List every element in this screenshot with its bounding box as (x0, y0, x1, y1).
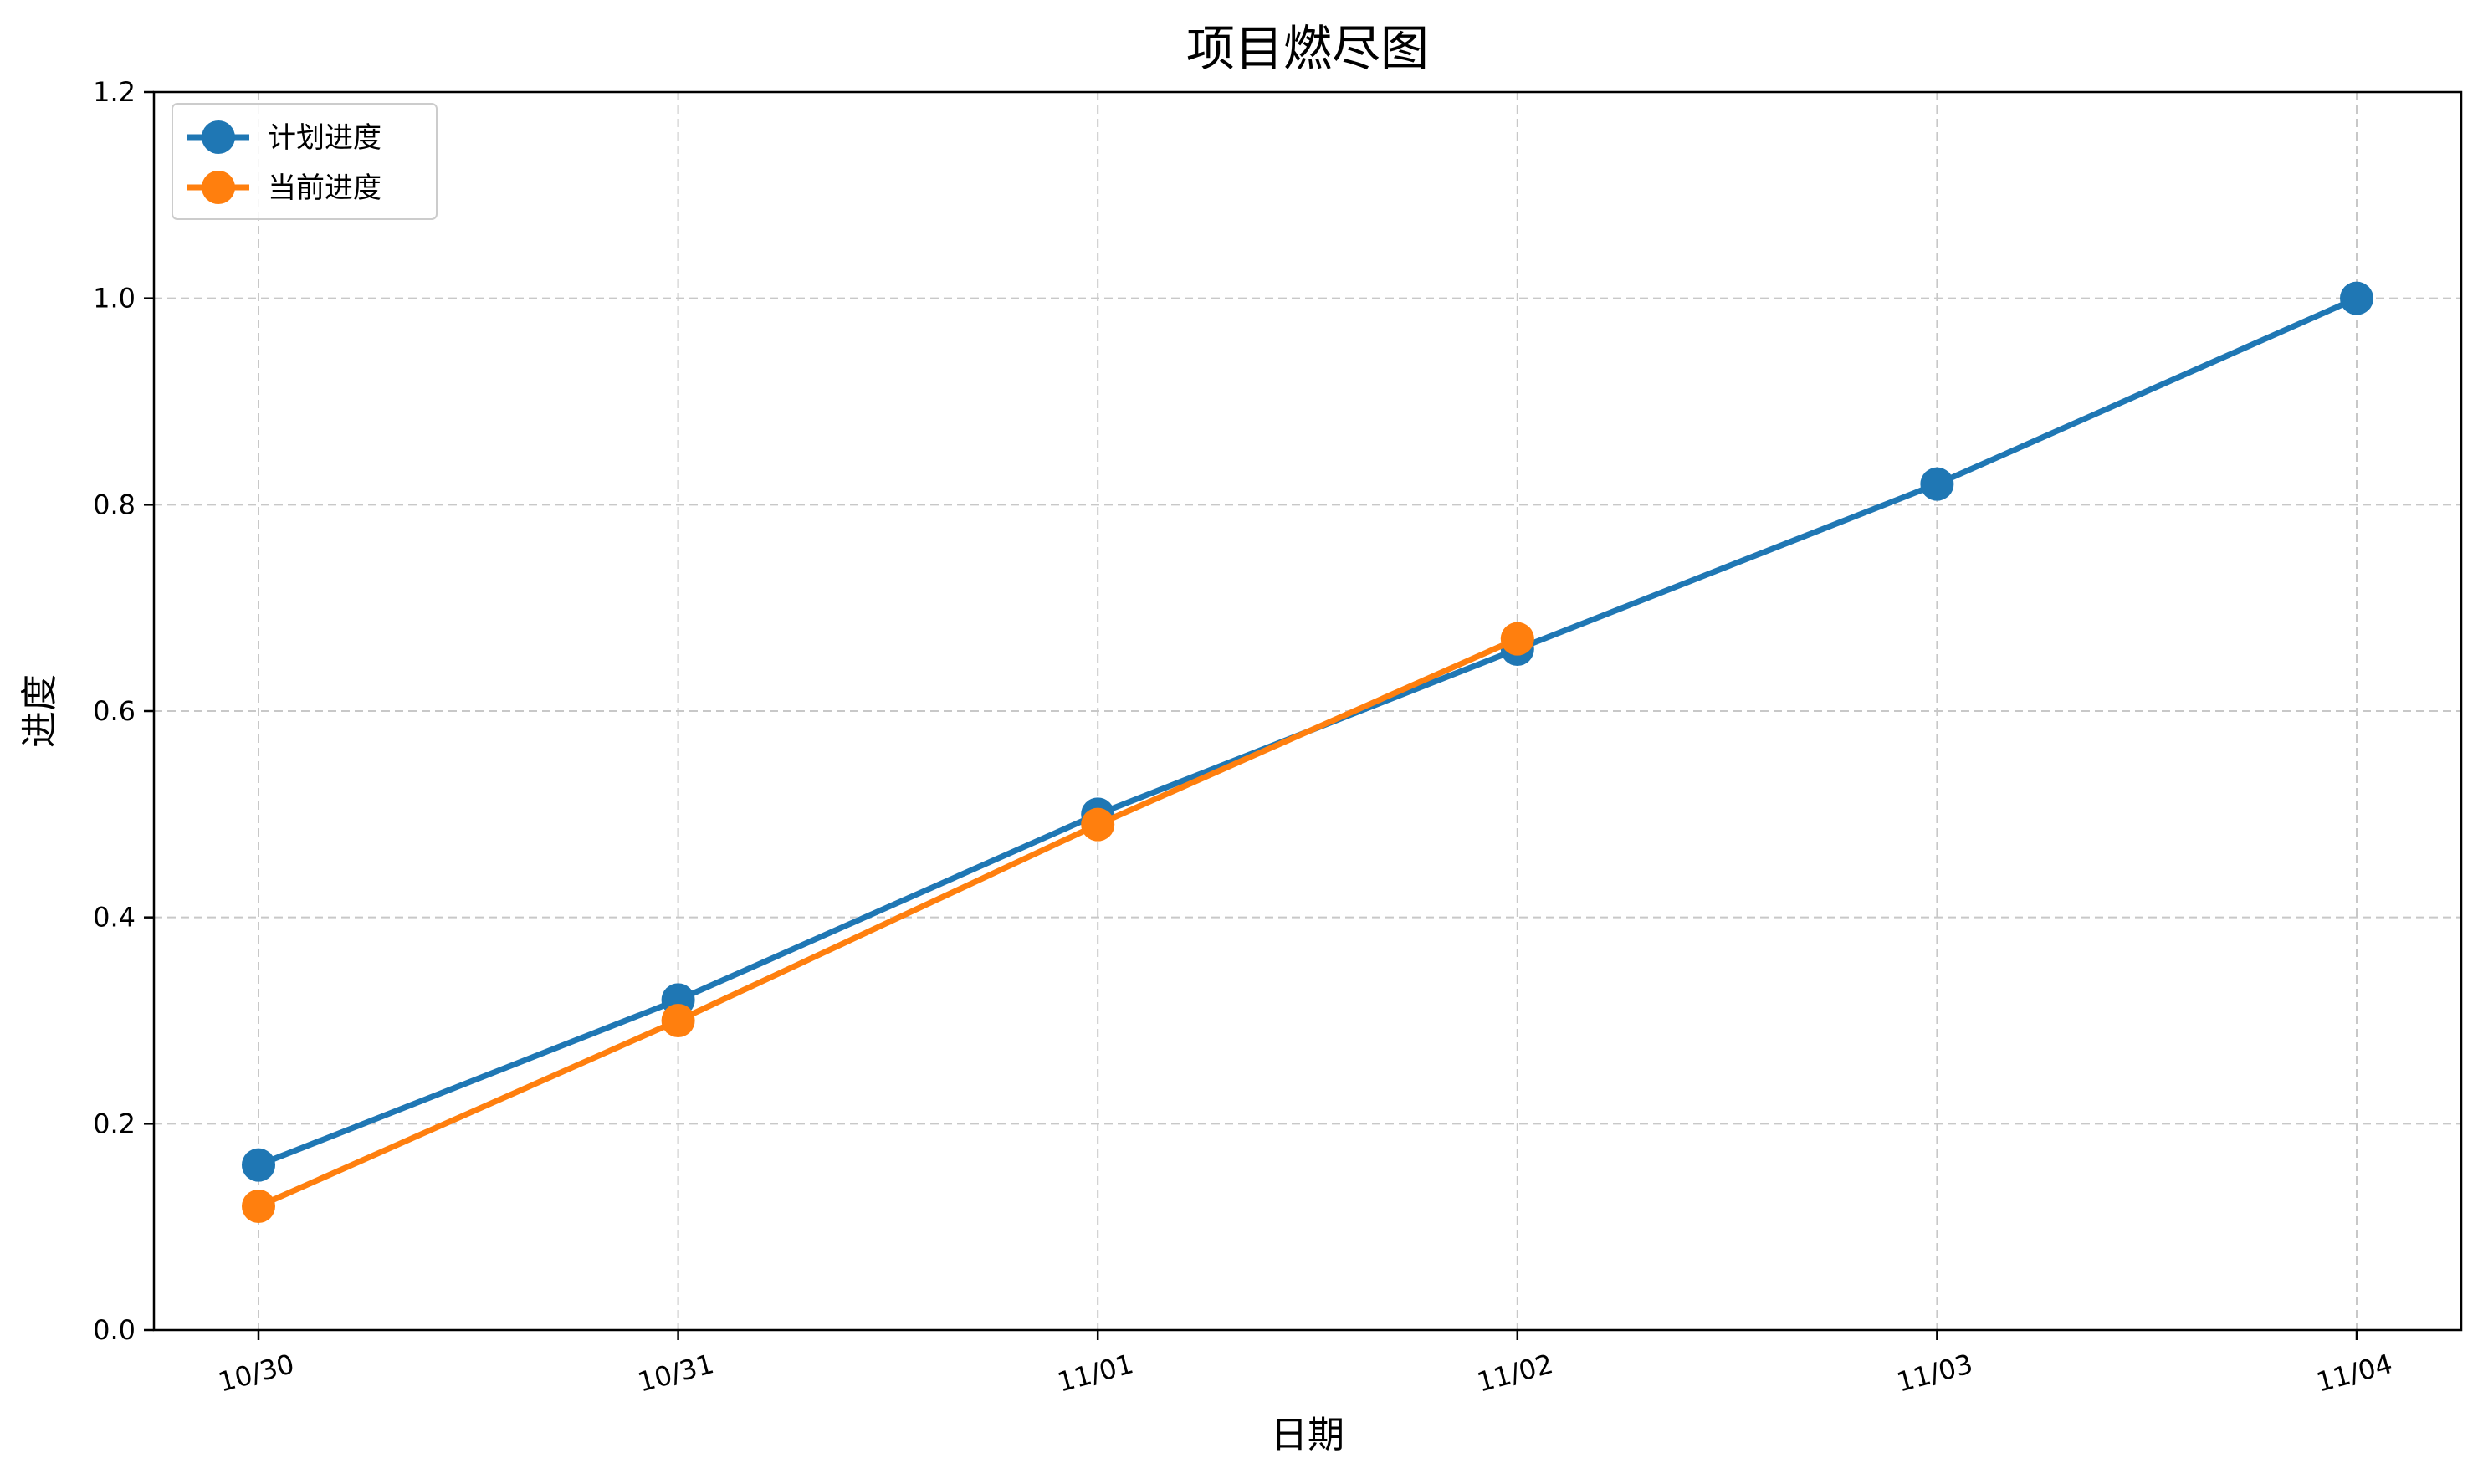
chart-title: 项目燃尽图 (1186, 20, 1429, 77)
x-tick-label: 11/02 (1473, 1348, 1556, 1399)
x-tick-label: 11/04 (2313, 1348, 2396, 1399)
grid-lines (154, 92, 2461, 1330)
y-tick-label: 0.8 (93, 489, 136, 520)
data-point (1920, 467, 1954, 501)
series-2 (242, 622, 1534, 1223)
y-axis-ticks: 0.0 0.2 0.4 0.6 0.8 1.0 1.2 (93, 76, 154, 1346)
y-tick-label: 1.2 (93, 76, 136, 108)
data-point (661, 1004, 695, 1037)
y-tick-label: 0.6 (93, 695, 136, 727)
legend-label: 计划进度 (268, 121, 381, 155)
y-axis-title: 进度 (18, 674, 61, 748)
y-tick-label: 0.4 (93, 902, 136, 934)
x-axis-title: 日期 (1271, 1414, 1344, 1456)
series-line (255, 636, 1521, 1210)
x-tick-label: 11/03 (1893, 1348, 1976, 1399)
x-tick-label: 10/30 (215, 1348, 298, 1399)
y-tick-label: 0.0 (93, 1314, 136, 1346)
legend-label: 当前进度 (268, 171, 381, 205)
data-point (1081, 807, 1115, 842)
legend-item: 当前进度 (187, 171, 381, 205)
legend-swatch-marker (202, 171, 235, 204)
x-tick-label: 10/31 (634, 1348, 717, 1399)
data-point (242, 1190, 275, 1223)
y-tick-label: 0.2 (93, 1108, 136, 1139)
x-tick-label: 11/01 (1054, 1348, 1137, 1399)
data-point (242, 1148, 275, 1182)
legend-swatch-marker (202, 120, 235, 154)
data-point (1500, 622, 1534, 656)
data-point (2340, 281, 2373, 315)
y-tick-label: 1.0 (93, 283, 136, 315)
legend-item: 计划进度 (187, 120, 381, 155)
x-axis-ticks: 10/30 10/31 11/01 11/02 11/03 11/04 (215, 1330, 2396, 1399)
series-layer (242, 281, 2373, 1223)
